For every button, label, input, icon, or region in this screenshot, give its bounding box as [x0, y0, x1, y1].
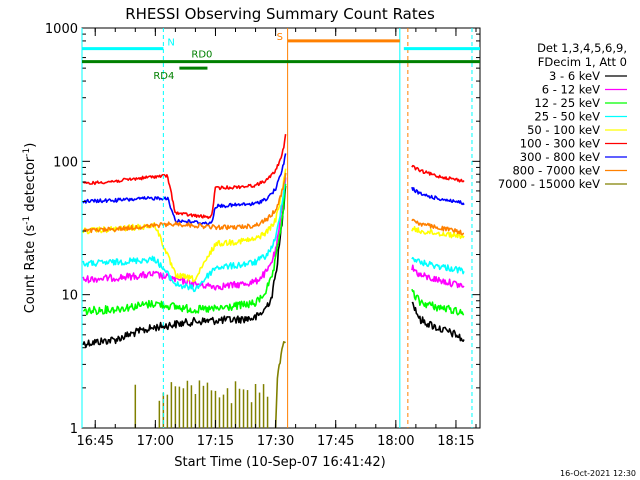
series-line: [274, 341, 286, 428]
x-axis-label: Start Time (10-Sep-07 16:41:42): [174, 455, 385, 470]
series-8: [83, 172, 464, 236]
series-line-after: [411, 256, 465, 275]
series-line: [82, 177, 287, 291]
series-line: [82, 133, 287, 220]
series-line: [83, 172, 287, 234]
y-label-end: ): [23, 143, 38, 148]
x-tick-label: 18:15: [437, 434, 474, 449]
series-line-after: [411, 218, 464, 236]
legend-label: 12 - 25 keV: [534, 96, 600, 110]
y-tick-label: 1000: [45, 22, 78, 37]
legend: Det 1,3,4,5,6,9, FDecim 1, Att 0 3 - 6 k…: [498, 41, 627, 191]
annotations: N S RD0 RD4: [81, 28, 480, 428]
x-tick-label: 16:45: [76, 434, 113, 449]
series-line-after: [411, 301, 465, 342]
series-line-after: [411, 288, 465, 316]
annotation-label: RD4: [153, 71, 174, 82]
x-tick-label: 17:45: [317, 434, 354, 449]
x-tick-label: 17:30: [257, 434, 294, 449]
axes: 16:45 17:00 17:15 17:30 17:45 18:00 18:15 1 10 10…: [45, 22, 480, 449]
y-label-mid: detector: [23, 156, 38, 216]
series-4: [82, 172, 465, 293]
series-5: [82, 168, 465, 283]
annotation-label: RD0: [191, 50, 212, 61]
legend-label: 800 - 7000 keV: [512, 164, 600, 178]
legend-label: 3 - 6 keV: [549, 69, 600, 83]
series-6: [82, 133, 465, 220]
series-line-after: [411, 226, 465, 240]
y-tick-label: 10: [61, 289, 78, 304]
legend-header-2: FDecim 1, Att 0: [538, 55, 627, 69]
legend-label: 100 - 300 keV: [520, 137, 600, 151]
y-label-main: Count Rate (s: [23, 225, 38, 314]
y-tick-label: 1: [70, 422, 78, 437]
series-1: [82, 185, 465, 348]
series-line: [82, 185, 287, 348]
series-line: [83, 183, 287, 316]
footer-timestamp: 16-Oct-2021 12:30: [560, 469, 636, 478]
series-7: [82, 153, 465, 226]
series-line: [82, 172, 287, 293]
y-tick-label: 100: [53, 155, 78, 170]
y-axis-label: Count Rate (s-1 detector-1): [22, 143, 38, 314]
series-line-after: [411, 186, 465, 206]
series-2: [82, 177, 465, 291]
x-tick-label: 17:15: [197, 434, 234, 449]
y-label-sup1: -1: [22, 216, 32, 225]
series-line-after: [411, 264, 465, 289]
legend-label: 300 - 800 keV: [520, 150, 600, 164]
series-line-after: [411, 164, 465, 183]
annotation-label: N: [167, 38, 174, 49]
legend-label: 7000 - 15000 keV: [498, 177, 600, 191]
chart-title: RHESSI Observing Summary Count Rates: [125, 5, 435, 23]
legend-header-1: Det 1,3,4,5,6,9,: [537, 41, 627, 55]
y-label-sup2: -1: [22, 148, 32, 157]
annotation-label: S: [277, 32, 283, 43]
x-tick-label: 17:00: [137, 434, 174, 449]
legend-label: 50 - 100 keV: [527, 123, 600, 137]
series-line: [82, 153, 287, 226]
series-9: [134, 341, 286, 428]
plot-content: [82, 133, 465, 428]
series-3: [83, 183, 465, 316]
legend-label: 6 - 12 keV: [542, 83, 600, 97]
x-tick-label: 18:00: [377, 434, 414, 449]
legend-label: 25 - 50 keV: [534, 110, 600, 124]
